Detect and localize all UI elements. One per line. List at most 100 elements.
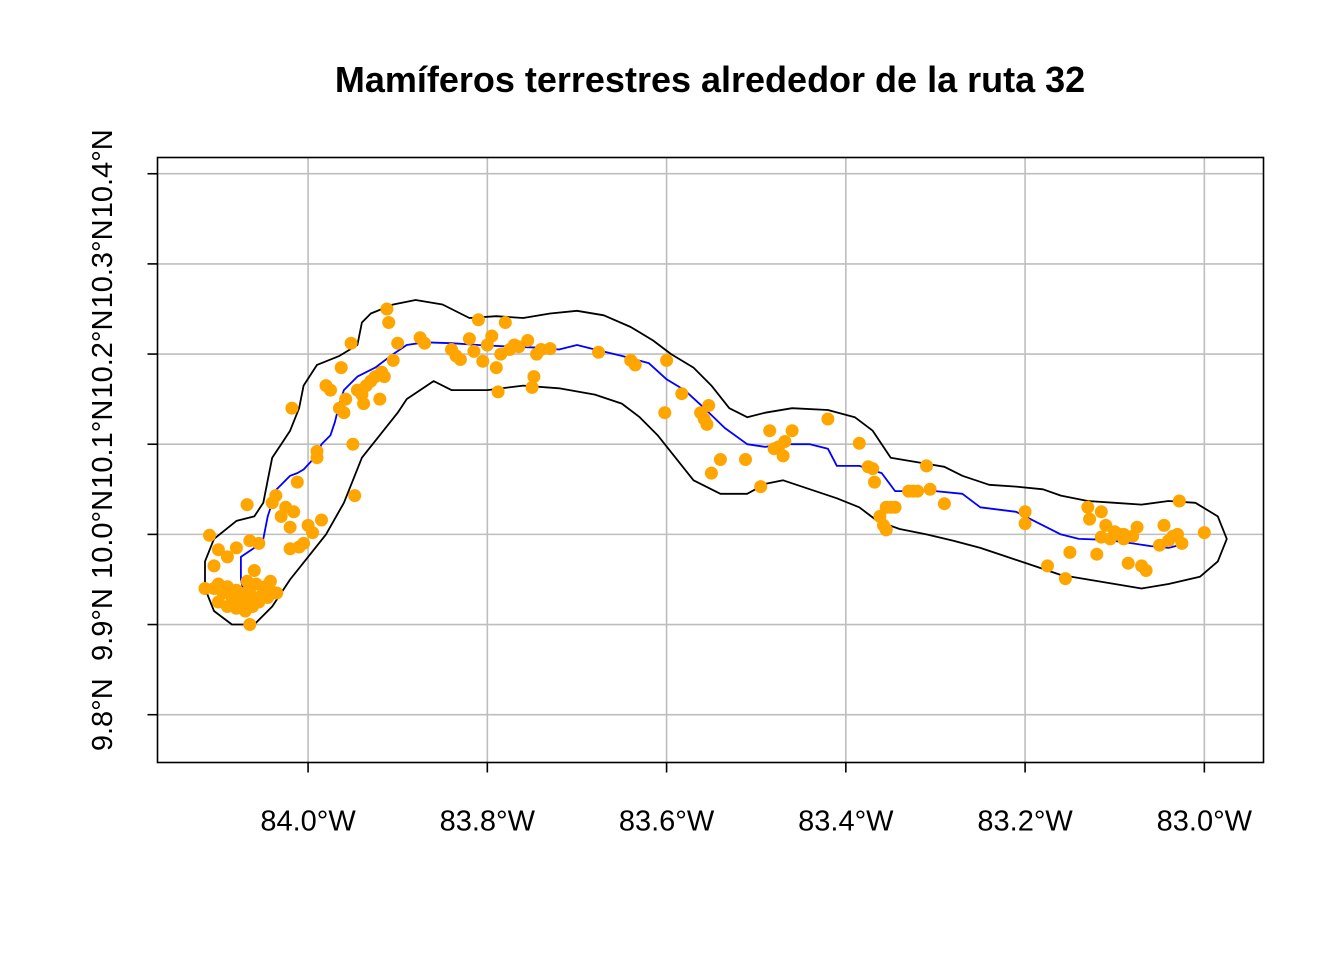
observation-point — [246, 600, 259, 613]
observation-point — [525, 380, 539, 394]
observation-point — [391, 336, 405, 350]
observation-point — [207, 559, 221, 573]
observation-point — [337, 406, 351, 420]
observation-point — [1157, 518, 1171, 532]
observation-point — [628, 358, 642, 372]
y-tick-label: 9.8°N — [87, 678, 119, 751]
observation-point — [471, 313, 485, 327]
observation-point — [920, 459, 933, 473]
observation-point — [243, 618, 257, 631]
observation-point — [1172, 494, 1186, 508]
x-tick-label: 83.4°W — [798, 806, 894, 838]
observation-point — [1139, 564, 1153, 577]
y-tick-label: 10.1°N — [87, 400, 119, 489]
observation-point — [1018, 517, 1032, 531]
observation-point — [1094, 530, 1108, 544]
observation-point — [203, 528, 216, 542]
observation-point — [339, 392, 353, 406]
observation-point — [821, 412, 835, 426]
route-buffer-outline — [204, 299, 1228, 626]
observation-point — [198, 582, 212, 595]
observation-point — [923, 482, 937, 496]
observation-point — [211, 543, 225, 557]
observation-point — [263, 574, 277, 588]
observation-point — [1197, 526, 1211, 540]
observation-point — [1090, 547, 1104, 561]
observation-point — [247, 564, 261, 577]
observation-point — [237, 592, 250, 606]
points-layer — [198, 302, 1211, 631]
y-tick-label: 9.9°N — [87, 588, 119, 661]
observation-point — [778, 435, 792, 448]
x-tick-label: 83.2°W — [977, 806, 1073, 838]
observation-point — [866, 462, 880, 476]
observation-point — [675, 387, 689, 401]
observation-point — [240, 498, 254, 512]
observation-point — [1063, 545, 1077, 559]
observation-point — [888, 500, 902, 514]
observation-point — [1083, 512, 1097, 526]
observation-point — [739, 453, 752, 466]
observation-point — [713, 453, 727, 466]
observation-point — [287, 505, 301, 519]
observation-point — [306, 526, 320, 540]
observation-point — [879, 523, 893, 537]
observation-point — [283, 520, 297, 534]
y-tick-label: 10.2°N — [87, 310, 119, 399]
observation-point — [763, 424, 777, 438]
observation-point — [373, 392, 387, 406]
route-layer — [239, 341, 1187, 600]
chart-title: Mamíferos terrestres alrededor de la rut… — [335, 59, 1085, 100]
observation-point — [380, 302, 394, 316]
observation-point — [776, 449, 790, 463]
observation-point — [704, 466, 718, 480]
plot-frame — [156, 156, 1265, 764]
observation-point — [476, 354, 490, 368]
observation-point — [344, 336, 358, 350]
grid — [157, 157, 1264, 763]
x-tick-label: 84.0°W — [260, 806, 356, 838]
observation-point — [386, 353, 400, 367]
y-tick-label: 10.4°N — [87, 129, 119, 218]
observation-point — [1117, 532, 1131, 546]
observation-point — [485, 329, 499, 343]
observation-point — [467, 344, 481, 358]
observation-point — [1130, 520, 1144, 534]
observation-point — [310, 451, 324, 465]
observation-point — [346, 437, 360, 451]
observation-point — [229, 541, 243, 555]
observation-point — [702, 399, 716, 412]
observation-point — [489, 361, 503, 375]
observation-point — [527, 370, 541, 384]
observation-point — [255, 591, 268, 604]
observation-point — [512, 340, 526, 354]
observation-point — [1094, 505, 1108, 519]
observation-point — [285, 401, 299, 415]
observation-point — [521, 334, 535, 347]
route-32-line — [239, 341, 1187, 600]
observation-point — [868, 475, 881, 489]
observation-point — [785, 424, 799, 438]
observation-point — [348, 489, 362, 503]
x-tick-label: 83.8°W — [440, 806, 536, 838]
observation-point — [658, 406, 672, 420]
observation-point — [543, 342, 557, 356]
y-tick-label: 10.3°N — [87, 219, 119, 308]
observation-point — [377, 370, 391, 384]
observation-point — [382, 316, 396, 329]
observation-point — [911, 484, 924, 498]
observation-point — [1175, 536, 1189, 550]
observation-point — [700, 417, 714, 431]
observation-point — [315, 513, 328, 527]
observation-point — [290, 475, 304, 489]
observation-point — [462, 332, 476, 346]
x-axis: 84.0°W 83.8°W 83.6°W 83.4°W 83.2°W 83.0°W — [260, 762, 1253, 838]
observation-point — [1058, 572, 1072, 586]
observation-point — [207, 582, 221, 595]
observation-point — [270, 586, 284, 600]
observation-point — [491, 385, 505, 399]
x-tick-label: 83.6°W — [619, 806, 715, 838]
buffer-layer — [204, 299, 1228, 626]
observation-point — [324, 383, 337, 397]
